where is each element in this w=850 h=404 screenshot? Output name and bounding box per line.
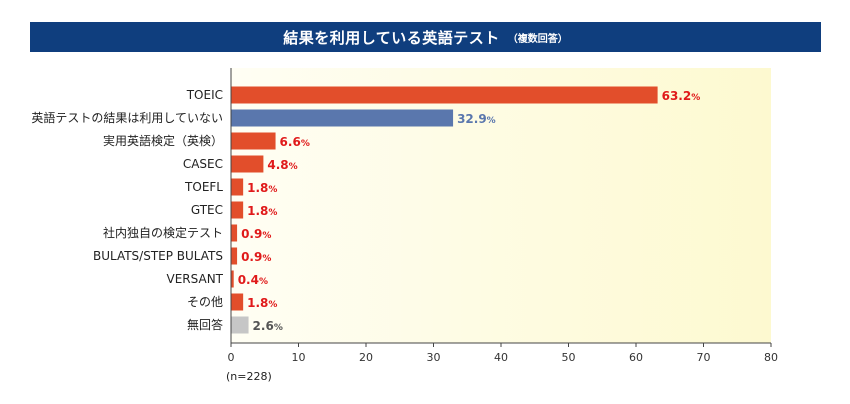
- category-label: 無回答: [187, 317, 223, 332]
- x-tick-label: 20: [359, 351, 373, 364]
- bar: [231, 109, 454, 127]
- value-unit: %: [268, 208, 277, 218]
- category-label: TOEFL: [184, 180, 223, 194]
- value-unit: %: [301, 139, 310, 149]
- bar: [231, 247, 238, 265]
- x-tick-label: 80: [764, 351, 778, 364]
- bar: [231, 270, 234, 288]
- value-label: 0.9%: [241, 250, 271, 264]
- sample-size-note: (n=228): [226, 370, 272, 383]
- bar: [231, 224, 238, 242]
- value-unit: %: [259, 277, 268, 287]
- category-label: 社内独自の検定テスト: [103, 225, 223, 240]
- x-tick-label: 0: [228, 351, 235, 364]
- x-tick-label: 50: [562, 351, 576, 364]
- value-number: 6.6: [280, 135, 301, 149]
- category-label: その他: [187, 295, 223, 309]
- category-label: VERSANT: [167, 272, 224, 286]
- value-number: 2.6: [253, 319, 274, 333]
- value-unit: %: [289, 162, 298, 172]
- value-label: 2.6%: [253, 319, 283, 333]
- category-label: TOEIC: [186, 88, 223, 102]
- category-label: CASEC: [183, 157, 223, 171]
- value-label: 0.4%: [238, 273, 268, 287]
- bar: [231, 155, 264, 173]
- chart-title-note: （複数回答）: [507, 33, 568, 45]
- value-number: 0.4: [238, 273, 259, 287]
- value-number: 63.2: [662, 89, 692, 103]
- x-axis: 0 10 20 30 40 50 60 70 80: [228, 68, 778, 364]
- category-label: GTEC: [191, 203, 223, 217]
- value-number: 1.8: [247, 296, 268, 310]
- bar: [231, 293, 244, 311]
- plot-background: [231, 68, 771, 343]
- category-label: 実用英語検定（英検）: [103, 133, 223, 148]
- value-label: 1.8%: [247, 181, 277, 195]
- value-unit: %: [268, 300, 277, 310]
- value-label: 1.8%: [247, 204, 277, 218]
- value-unit: %: [268, 185, 277, 195]
- value-number: 1.8: [247, 204, 268, 218]
- value-label: 0.9%: [241, 227, 271, 241]
- value-label: 1.8%: [247, 296, 277, 310]
- value-unit: %: [487, 116, 496, 126]
- value-number: 4.8: [267, 158, 288, 172]
- bar: [231, 86, 658, 104]
- value-unit: %: [691, 93, 700, 103]
- x-tick-label: 10: [292, 351, 306, 364]
- x-tick-label: 70: [697, 351, 711, 364]
- bar: [231, 178, 244, 196]
- x-tick-label: 30: [427, 351, 441, 364]
- category-label: BULATS/STEP BULATS: [93, 249, 223, 263]
- x-tick-label: 60: [629, 351, 643, 364]
- bars-group: TOEIC 63.2% 英語テストの結果は利用していない 32.9% 実用英語検定（英検…: [31, 86, 701, 334]
- value-number: 1.8: [247, 181, 268, 195]
- bar: [231, 201, 244, 219]
- value-unit: %: [262, 231, 271, 241]
- value-number: 0.9: [241, 227, 262, 241]
- value-unit: %: [274, 323, 283, 333]
- value-label: 6.6%: [280, 135, 310, 149]
- category-label: 英語テストの結果は利用していない: [31, 110, 223, 125]
- value-unit: %: [262, 254, 271, 264]
- value-label: 63.2%: [662, 89, 701, 103]
- bar: [231, 316, 249, 334]
- bar: [231, 132, 276, 150]
- chart-title-bar: 結果を利用している英語テスト （複数回答）: [30, 22, 821, 52]
- value-label: 32.9%: [457, 112, 496, 126]
- value-label: 4.8%: [267, 158, 297, 172]
- chart-title: 結果を利用している英語テスト: [283, 28, 500, 47]
- value-number: 0.9: [241, 250, 262, 264]
- value-number: 32.9: [457, 112, 487, 126]
- x-tick-label: 40: [494, 351, 508, 364]
